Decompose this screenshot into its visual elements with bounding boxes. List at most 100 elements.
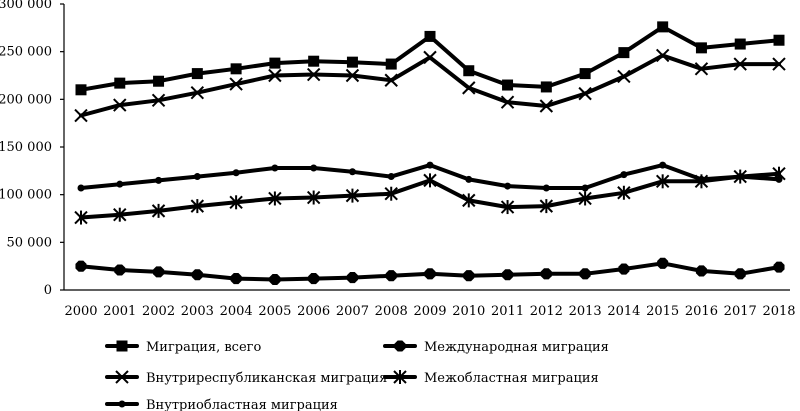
- data-point: [655, 174, 670, 189]
- x-tick-label: 2005: [258, 304, 291, 319]
- data-point: [271, 164, 279, 172]
- data-point: [733, 57, 747, 71]
- legend-item: Внутриобластная миграция: [105, 398, 338, 411]
- data-point: [424, 30, 436, 42]
- legend-marker: [115, 370, 129, 384]
- y-tick-label: 100 000: [0, 188, 52, 203]
- data-point: [617, 185, 631, 200]
- legend-marker: [118, 400, 126, 408]
- legend-item: Внутриреспубликанская миграция: [105, 370, 387, 386]
- data-point: [773, 261, 785, 273]
- x-tick-label: 2002: [142, 304, 175, 319]
- chart-legend: Миграция, всего Международная миграция Вну…: [105, 340, 609, 411]
- data-point: [116, 180, 124, 188]
- data-point: [734, 38, 746, 50]
- legend-label: Межобластная миграция: [424, 371, 599, 386]
- data-point: [151, 93, 166, 107]
- series-2: [75, 257, 785, 286]
- legend-item: Межобластная миграция: [383, 370, 599, 386]
- data-point: [190, 199, 205, 214]
- data-point: [578, 86, 592, 101]
- data-point: [465, 175, 473, 183]
- data-point: [113, 98, 127, 112]
- data-point: [232, 169, 240, 177]
- data-point: [384, 73, 398, 87]
- series-5: [77, 161, 783, 192]
- data-point: [230, 273, 242, 285]
- x-tick-label: 2018: [762, 304, 795, 319]
- data-point: [74, 210, 88, 225]
- data-point: [502, 79, 514, 91]
- x-tick-label: 2013: [569, 304, 602, 319]
- y-tick-label: 0: [44, 283, 52, 298]
- data-point: [153, 266, 165, 278]
- data-point: [387, 173, 395, 181]
- x-tick-label: 2007: [336, 304, 369, 319]
- x-tick-label: 2004: [220, 304, 253, 319]
- data-point: [657, 257, 669, 269]
- data-point: [114, 264, 126, 276]
- legend-label: Миграция, всего: [146, 340, 261, 355]
- data-point: [269, 57, 281, 69]
- data-point: [773, 34, 785, 46]
- data-point: [345, 188, 360, 203]
- data-point: [579, 268, 591, 280]
- data-point: [191, 68, 203, 80]
- x-tick-label: 2015: [646, 304, 679, 319]
- data-point: [424, 268, 436, 280]
- data-point: [618, 263, 630, 275]
- series-3: [74, 48, 786, 123]
- legend-marker: [116, 340, 128, 352]
- data-point: [581, 184, 589, 192]
- legend-label: Внутриобластная миграция: [146, 398, 338, 411]
- chart-series: [74, 21, 786, 286]
- x-tick-label: 2009: [413, 304, 446, 319]
- data-point: [193, 173, 201, 181]
- legend-label: Внутриреспубликанская миграция: [146, 371, 387, 386]
- data-point: [268, 68, 282, 83]
- data-point: [345, 68, 360, 83]
- legend-marker: [393, 370, 407, 384]
- x-tick-label: 2014: [607, 304, 640, 319]
- data-point: [75, 260, 87, 272]
- x-tick-label: 2012: [530, 304, 563, 319]
- data-point: [504, 182, 512, 190]
- x-tick-label: 2010: [452, 304, 485, 319]
- data-point: [695, 42, 707, 54]
- data-point: [772, 57, 786, 71]
- data-point: [308, 273, 320, 285]
- data-point: [540, 81, 552, 93]
- y-tick-label: 50 000: [7, 235, 53, 250]
- data-point: [153, 75, 165, 87]
- y-tick-label: 200 000: [0, 92, 52, 107]
- data-point: [542, 184, 550, 192]
- y-tick-label: 250 000: [0, 45, 52, 60]
- x-tick-label: 2017: [724, 304, 757, 319]
- legend-label: Международная миграция: [424, 340, 609, 355]
- data-point: [230, 63, 242, 75]
- data-point: [500, 95, 515, 109]
- data-point: [462, 81, 476, 95]
- data-point: [384, 186, 398, 201]
- data-point: [268, 191, 282, 206]
- data-point: [697, 175, 705, 183]
- chart-axes: 0 50 000 100 000 150 000 200 000 250 000 300 0…: [0, 0, 796, 319]
- data-point: [114, 77, 126, 89]
- data-point: [191, 269, 203, 281]
- legend-marker: [394, 340, 406, 352]
- series-4: [74, 166, 786, 225]
- x-tick-label: 2008: [375, 304, 408, 319]
- data-point: [617, 69, 631, 84]
- data-point: [578, 191, 592, 206]
- data-point: [426, 161, 434, 169]
- legend-item: Международная миграция: [383, 340, 609, 355]
- data-point: [190, 85, 205, 100]
- data-point: [540, 268, 552, 280]
- data-point: [346, 56, 358, 68]
- x-tick-label: 2011: [491, 304, 524, 319]
- data-point: [77, 184, 85, 192]
- data-point: [775, 175, 783, 183]
- data-point: [734, 268, 746, 280]
- data-point: [539, 99, 554, 113]
